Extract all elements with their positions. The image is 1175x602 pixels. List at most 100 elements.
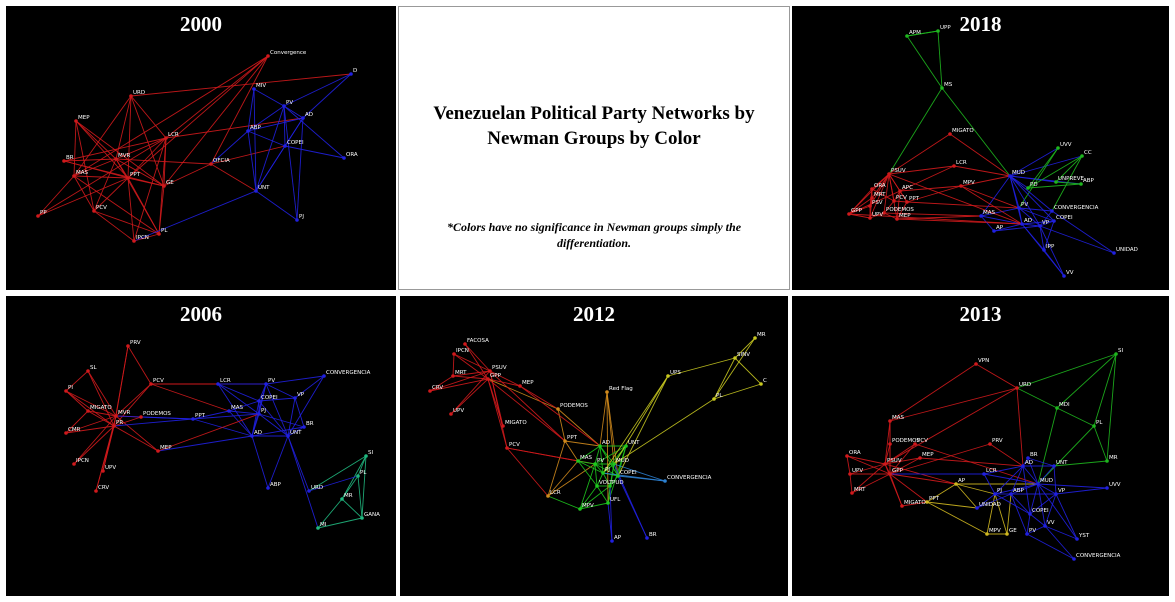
node bbox=[905, 200, 909, 204]
edge bbox=[1018, 147, 1059, 209]
edge bbox=[888, 87, 943, 175]
node bbox=[295, 218, 299, 222]
edge bbox=[130, 95, 165, 187]
node bbox=[162, 184, 166, 188]
node bbox=[1025, 532, 1029, 536]
edge bbox=[1039, 210, 1053, 227]
edge bbox=[557, 408, 566, 442]
edge bbox=[127, 177, 165, 187]
edge bbox=[594, 463, 604, 474]
node-label: MUD bbox=[616, 458, 629, 464]
edge bbox=[1016, 387, 1024, 467]
node bbox=[1114, 352, 1118, 356]
edge bbox=[341, 498, 363, 519]
edge bbox=[871, 188, 895, 202]
edge bbox=[429, 378, 489, 392]
node bbox=[601, 471, 605, 475]
edge bbox=[609, 475, 619, 487]
edge bbox=[73, 158, 117, 177]
edge bbox=[602, 375, 669, 474]
node-label: AD bbox=[254, 430, 262, 436]
edge bbox=[893, 200, 908, 203]
edge bbox=[115, 415, 159, 452]
node-label: PRV bbox=[992, 438, 1003, 444]
node-label: MEP bbox=[522, 380, 534, 386]
edge bbox=[888, 173, 898, 220]
edge bbox=[163, 163, 212, 187]
node-label: COPEI bbox=[261, 395, 278, 401]
node-label: MPV bbox=[582, 503, 594, 509]
edge bbox=[1044, 525, 1075, 560]
node-label: PV bbox=[1021, 202, 1028, 208]
node bbox=[342, 156, 346, 160]
node-label: PSUV bbox=[891, 168, 906, 174]
node bbox=[282, 104, 286, 108]
edge bbox=[308, 455, 367, 492]
edge bbox=[113, 418, 194, 427]
node bbox=[64, 389, 68, 393]
edge bbox=[453, 353, 491, 372]
edge bbox=[1039, 225, 1045, 251]
node-label: ORA bbox=[346, 152, 358, 158]
network-2006: PRV SL PCV LCR PV CONVERGENCIA PI COPEI VP MIGATO… bbox=[64, 340, 380, 530]
edge bbox=[926, 501, 978, 509]
node bbox=[892, 199, 896, 203]
edge bbox=[976, 493, 1012, 509]
edge bbox=[906, 35, 943, 89]
edge bbox=[884, 457, 921, 465]
edge bbox=[547, 460, 579, 497]
edge bbox=[75, 120, 165, 187]
node-label: PD bbox=[1030, 182, 1038, 188]
edge bbox=[1018, 207, 1053, 212]
node-label: PJ bbox=[997, 488, 1002, 494]
edge bbox=[296, 117, 304, 221]
node bbox=[1062, 274, 1066, 278]
node bbox=[72, 462, 76, 466]
edge bbox=[1037, 483, 1078, 540]
edge bbox=[1056, 353, 1117, 409]
edge bbox=[165, 55, 269, 139]
edge bbox=[888, 133, 951, 175]
node bbox=[948, 132, 952, 136]
node bbox=[993, 492, 997, 496]
node-label: CMR bbox=[68, 427, 81, 433]
node bbox=[1038, 224, 1042, 228]
edge bbox=[1021, 223, 1041, 227]
node bbox=[250, 434, 254, 438]
node-label: LCR bbox=[956, 160, 967, 166]
edge bbox=[464, 343, 491, 372]
node bbox=[645, 536, 649, 540]
edge bbox=[884, 387, 1018, 465]
node-label: PL bbox=[1096, 420, 1103, 426]
panel-2018: APM UPP MS MIGATO CC UVV LCR MUD PSUV MPV PD UNPREV… bbox=[792, 6, 1169, 290]
node-label: MVR bbox=[118, 410, 131, 416]
node-label: CONVERGENCIA bbox=[667, 475, 712, 481]
node-label: ABP bbox=[1013, 488, 1025, 494]
node-label: MRT bbox=[854, 487, 866, 493]
node bbox=[556, 407, 560, 411]
node-label: UPV bbox=[872, 212, 883, 218]
node bbox=[72, 174, 76, 178]
panel-title-2013: 2013 bbox=[959, 302, 1002, 326]
edge bbox=[361, 455, 367, 519]
edge bbox=[1106, 353, 1117, 462]
edge bbox=[914, 443, 1039, 485]
node-label: MIV bbox=[256, 83, 266, 89]
node-label: IPP bbox=[1046, 244, 1055, 250]
node bbox=[501, 424, 505, 428]
node bbox=[254, 189, 258, 193]
edge bbox=[1027, 457, 1039, 485]
edge bbox=[1055, 493, 1078, 540]
edge bbox=[294, 397, 305, 428]
node bbox=[576, 459, 580, 463]
edge bbox=[489, 370, 566, 442]
node bbox=[356, 474, 360, 478]
edge bbox=[247, 117, 304, 132]
edge bbox=[926, 483, 957, 503]
node bbox=[1017, 206, 1021, 210]
node-label: COPEI bbox=[1056, 215, 1073, 221]
panel-title-2006: 2006 bbox=[180, 302, 222, 326]
edge bbox=[1026, 525, 1046, 535]
edge bbox=[547, 463, 596, 497]
node-label: MEP bbox=[922, 452, 934, 458]
